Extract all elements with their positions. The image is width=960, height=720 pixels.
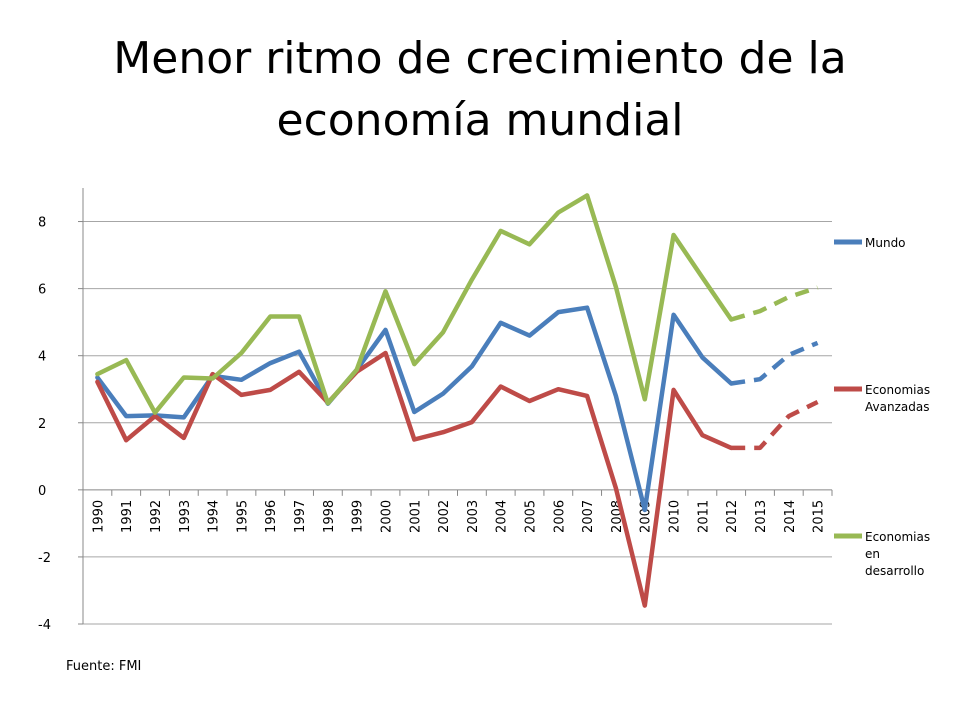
legend-label-avanzadas: Economias Avanzadas (865, 383, 930, 414)
y-tick-labels: -4 -2 0 2 4 6 8 (38, 216, 51, 633)
x-tick-label: 2006 (552, 500, 567, 533)
x-tick-label: 2007 (581, 500, 596, 533)
x-tick-label: 1996 (264, 500, 279, 533)
series-line-0 (95, 305, 734, 513)
x-tick-label: 1990 (91, 500, 106, 533)
x-tick-labels: 1990 1991 1992 1993 1994 1995 1996 1997 1998 1999… (91, 500, 826, 533)
axes (78, 188, 833, 625)
y-tick-label: 8 (38, 216, 46, 231)
x-tick-label: 1992 (149, 500, 164, 533)
x-tick-label: 1995 (235, 500, 250, 533)
series-line-2 (95, 193, 734, 415)
x-tick-label: 2014 (783, 500, 798, 533)
legend-item-desarrollo: Economias en desarrollo (834, 530, 930, 578)
y-tick-label: -4 (38, 618, 51, 633)
y-tick-label: 4 (38, 350, 46, 365)
series-projection-0 (730, 340, 819, 386)
x-tick-label: 1999 (351, 500, 366, 533)
legend: Mundo Economias Avanzadas Economias en desa… (834, 236, 930, 578)
legend-label-mundo: Mundo (865, 236, 906, 250)
x-tick-label: 2005 (524, 500, 539, 533)
x-tick-label: 2001 (408, 500, 423, 533)
series-line-1 (95, 350, 734, 608)
x-tick-label: 1991 (120, 500, 135, 533)
source-note: Fuente: FMI (66, 659, 142, 674)
x-tick-label: 1997 (293, 500, 308, 533)
x-tick-label: 1994 (207, 500, 222, 533)
x-tick-label: 1993 (178, 500, 193, 533)
legend-item-avanzadas: Economias Avanzadas (834, 383, 930, 414)
x-tick-label: 2000 (379, 500, 394, 533)
gridlines (83, 221, 832, 625)
slide-title: Menor ritmo de crecimiento de la economí… (113, 33, 847, 146)
x-tick-label: 2004 (495, 500, 510, 533)
x-tick-label: 2011 (696, 500, 711, 533)
x-tick-label: 2015 (812, 500, 827, 533)
x-tick-label: 2010 (668, 500, 683, 533)
x-tick-label: 2002 (437, 500, 452, 533)
x-tick-label: 2012 (725, 500, 740, 533)
y-tick-label: 6 (38, 283, 46, 298)
legend-label-desarrollo: Economias en desarrollo (865, 530, 930, 578)
y-tick-label: 0 (38, 484, 46, 499)
x-tick-label: 2003 (466, 500, 481, 533)
series-projection-1 (731, 399, 819, 451)
series-lines (95, 193, 819, 608)
x-tick-label: 2013 (754, 500, 769, 533)
series-projection-2 (730, 285, 819, 322)
legend-item-mundo: Mundo (834, 236, 906, 250)
y-tick-label: -2 (38, 551, 51, 566)
y-tick-label: 2 (38, 417, 46, 432)
x-tick-label: 1998 (322, 500, 337, 533)
